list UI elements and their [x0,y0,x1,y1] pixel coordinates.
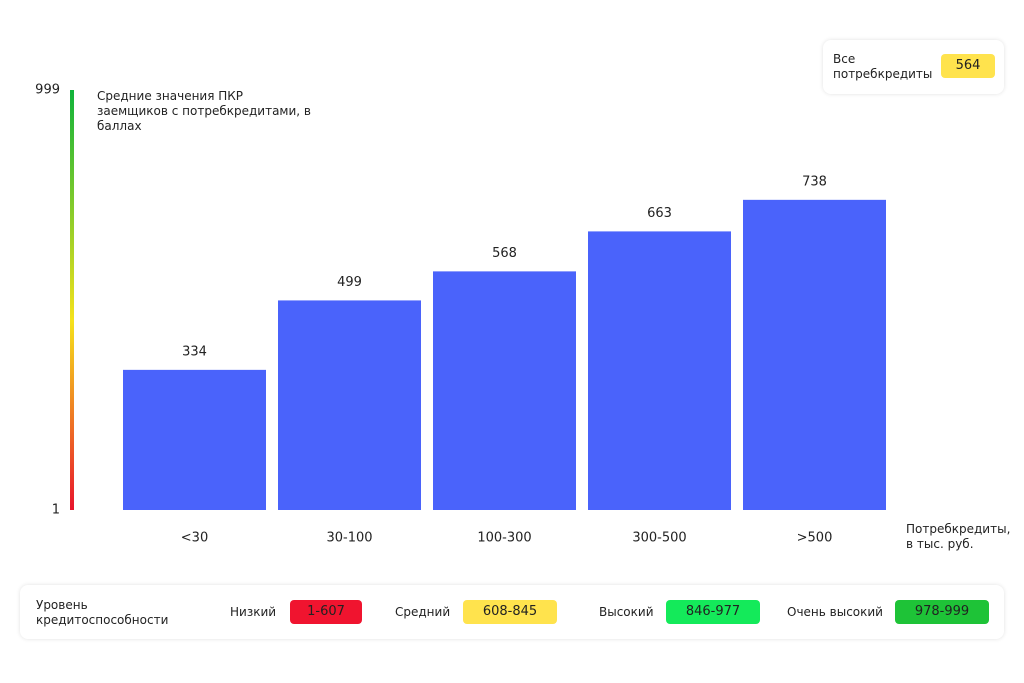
x-tick-label: 300-500 [632,531,686,546]
value-label: 499 [337,275,362,290]
value-label: 568 [492,246,517,261]
level-range: 846-977 [666,600,760,624]
y-axis-label: Средние значения ПКР заемщиков с потребк… [97,89,311,133]
bar [588,231,731,510]
bar [433,271,576,510]
level-range: 978-999 [895,600,989,624]
x-tick-label: <30 [181,531,208,546]
value-label: 738 [802,174,827,189]
value-label: 334 [182,344,207,359]
summary-card: Все потребкредиты 564 [823,40,1004,94]
value-label: 663 [647,206,672,221]
level-name: Низкий [230,605,277,619]
level-range: 608-845 [463,600,557,624]
x-axis-label: Потребкредиты, в тыс. руб. [906,522,1011,551]
y-tick-label: 1 [52,503,60,518]
score-scale [70,90,74,510]
bar [123,369,266,510]
level-name: Высокий [599,605,654,619]
x-tick-label: 30-100 [326,531,372,546]
level-name: Очень высокий [787,605,883,619]
summary-label: Все потребкредиты [833,52,933,81]
x-tick-label: 100-300 [477,531,531,546]
y-tick-label: 999 [35,83,60,98]
level-name: Средний [395,605,451,619]
bar [743,199,886,511]
summary-value: 564 [941,54,995,78]
legend-title: Уровень кредитоспособности [36,598,169,627]
x-tick-label: >500 [797,531,833,546]
level-range: 1-607 [290,600,362,624]
bar [278,300,421,510]
legend: Уровень кредитоспособности Низкий 1-607 Ср… [20,585,1004,639]
